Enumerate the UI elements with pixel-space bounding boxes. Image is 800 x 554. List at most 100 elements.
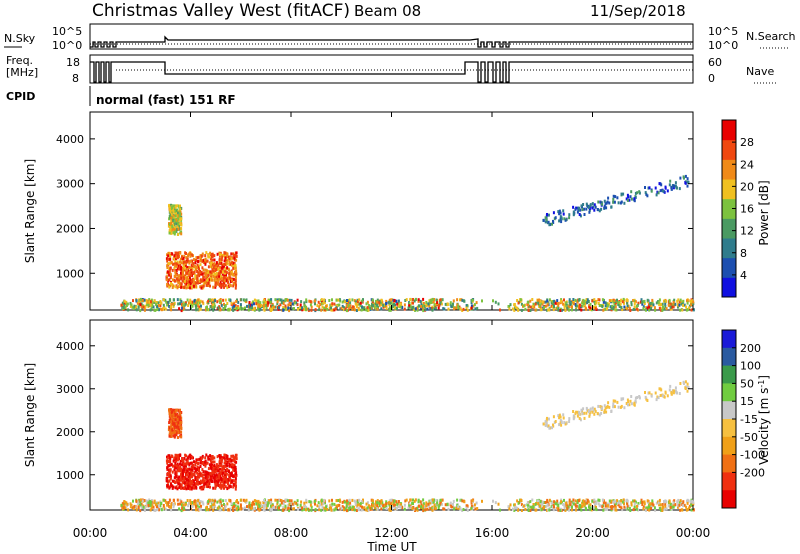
- x-tick-label: 16:00: [475, 526, 510, 540]
- echo-cell: [189, 259, 192, 263]
- echo-cell: [252, 500, 255, 504]
- echo-cell: [170, 508, 173, 512]
- echo-cell: [532, 503, 535, 506]
- echo-cell: [606, 507, 608, 511]
- echo-cell: [584, 306, 587, 310]
- echo-cell: [399, 302, 402, 306]
- echo-cell: [132, 499, 134, 503]
- echo-cell: [581, 501, 584, 505]
- echo-cell: [592, 305, 595, 309]
- echo-cell: [369, 307, 372, 311]
- echo-cell: [198, 301, 201, 305]
- echo-cell: [459, 507, 461, 511]
- echo-cell: [401, 506, 404, 510]
- echo-cell: [612, 500, 615, 504]
- echo-cell: [650, 306, 652, 310]
- echo-cell: [166, 471, 169, 475]
- echo-cell: [580, 204, 583, 208]
- echo-cell: [679, 499, 682, 503]
- echo-cell: [649, 502, 652, 506]
- echo-cell: [612, 194, 615, 198]
- echo-cell: [229, 299, 232, 303]
- echo-cell: [262, 303, 265, 307]
- echo-cell: [669, 384, 672, 388]
- echo-cell: [212, 269, 215, 273]
- echo-cell: [221, 471, 224, 475]
- echo-cell: [628, 198, 631, 202]
- echo-cell: [177, 457, 180, 460]
- echo-cell: [347, 305, 350, 308]
- echo-cell: [318, 508, 321, 512]
- echo-cell: [185, 277, 188, 281]
- echo-cell: [181, 472, 184, 476]
- echo-cell: [439, 498, 442, 502]
- echo-cell: [449, 303, 452, 306]
- echo-cell: [208, 298, 211, 302]
- echo-cell: [213, 477, 216, 480]
- echo-cell: [207, 253, 210, 257]
- echo-cell: [188, 481, 191, 485]
- echo-cell: [424, 505, 426, 509]
- echo-cell: [664, 302, 667, 306]
- echo-cell: [432, 507, 434, 511]
- echo-cell: [146, 303, 149, 307]
- echo-cell: [154, 308, 157, 312]
- echo-cell: [517, 501, 520, 505]
- echo-cell: [620, 299, 623, 302]
- echo-cell: [537, 502, 540, 506]
- echo-cell: [649, 302, 652, 306]
- echo-cell: [145, 499, 148, 503]
- echo-cell: [626, 403, 629, 407]
- echo-cell: [188, 280, 191, 284]
- echo-cell: [150, 506, 153, 510]
- echo-cell: [194, 501, 197, 505]
- echo-cell: [168, 486, 171, 490]
- echo-cell: [301, 308, 304, 312]
- echo-cell: [226, 255, 229, 259]
- echo-cell: [190, 471, 193, 475]
- echo-cell: [282, 501, 285, 505]
- echo-cell: [611, 505, 614, 508]
- echo-cell: [185, 487, 188, 491]
- echo-cell: [517, 301, 520, 305]
- echo-cell: [683, 176, 685, 180]
- freq-trace: [90, 61, 693, 83]
- echo-cell: [361, 308, 364, 312]
- echo-cell: [181, 306, 184, 310]
- echo-cell: [390, 301, 393, 305]
- echo-cell: [167, 224, 170, 228]
- echo-cell: [180, 467, 182, 471]
- echo-cell: [692, 308, 695, 312]
- echo-cell: [169, 257, 172, 261]
- echo-cell: [646, 194, 649, 198]
- echo-cell: [216, 455, 219, 459]
- echo-cell: [200, 286, 203, 290]
- echo-cell: [199, 465, 202, 468]
- echo-cell: [389, 506, 391, 510]
- freq-label-bottom: [MHz]: [6, 66, 38, 79]
- echo-cell: [203, 479, 206, 483]
- echo-cell: [593, 407, 596, 411]
- echo-cell: [123, 303, 126, 307]
- echo-cell: [180, 261, 183, 265]
- echo-cell: [407, 506, 410, 510]
- echo-cell: [321, 505, 324, 509]
- echo-cell: [439, 301, 442, 305]
- echo-cell: [135, 299, 138, 302]
- echo-cell: [170, 305, 172, 309]
- echo-cell: [159, 507, 162, 511]
- echo-cell: [614, 505, 617, 509]
- echo-cell: [177, 436, 180, 439]
- echo-cell: [433, 303, 436, 307]
- echo-cell: [615, 508, 618, 512]
- echo-cell: [656, 395, 659, 399]
- echo-cell: [361, 508, 364, 512]
- echo-cell: [659, 189, 662, 193]
- echo-cell: [210, 259, 213, 263]
- echo-cell: [159, 504, 162, 508]
- echo-cell: [206, 259, 209, 263]
- echo-cell: [192, 262, 195, 266]
- echo-cell: [213, 275, 216, 279]
- echo-cell: [550, 301, 553, 305]
- echo-cell: [593, 298, 596, 302]
